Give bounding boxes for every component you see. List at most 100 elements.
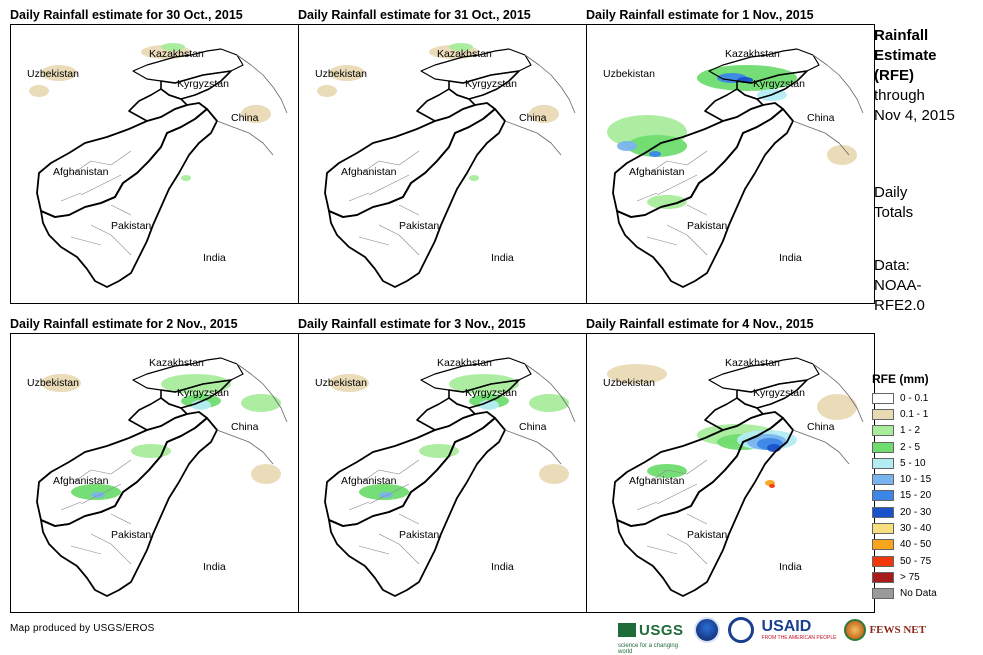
country-border: [216, 429, 274, 465]
data-line: Data:: [874, 257, 910, 274]
rainfall-area: [607, 364, 667, 384]
country-border: [36, 102, 208, 218]
country-label: Kazakhstan: [437, 48, 492, 60]
map-panel-1: Daily Rainfall estimate for 30 Oct., 201…: [10, 8, 300, 308]
rainfall-area: [161, 374, 231, 394]
rainfall-area: [817, 394, 857, 420]
country-border: [792, 120, 850, 156]
country-border: [348, 459, 420, 511]
map-svg: Kazakhstan Uzbekistan Kyrgyzstan China Afgha…: [315, 357, 576, 597]
country-label: China: [519, 112, 547, 124]
country-border: [128, 88, 188, 122]
country-border: [792, 429, 850, 465]
country-border: [636, 150, 708, 202]
country-label: India: [491, 252, 514, 264]
rainfall-area: [647, 195, 687, 209]
country-border: [704, 88, 764, 122]
legend-swatch: [872, 441, 894, 453]
legend-item: 10 - 15: [872, 471, 972, 487]
country-label: Kyrgyzstan: [177, 387, 229, 399]
usaid-logo: USAID FROM THE AMERICAN PEOPLE: [762, 619, 837, 642]
panel-title: Daily Rainfall estimate for 3 Nov., 2015: [298, 317, 526, 331]
rainfall-area: [251, 464, 281, 484]
country-label: India: [779, 252, 802, 264]
map-panel-2: Daily Rainfall estimate for 31 Oct., 201…: [298, 8, 588, 308]
side-title-line: (RFE): [874, 67, 914, 84]
country-label: India: [779, 561, 802, 573]
rainfall-area: [827, 145, 857, 165]
rainfall-area: [161, 43, 185, 51]
rainfall-area: [647, 464, 687, 478]
data-line: RFE2.0: [874, 297, 925, 314]
country-label: China: [231, 112, 259, 124]
legend-label: 0 - 0.1: [900, 392, 929, 404]
country-label: Afghanistan: [341, 475, 397, 487]
rainfall-area: [29, 85, 49, 97]
legend-label: 1 - 2: [900, 425, 921, 437]
legend-item: 0 - 0.1: [872, 390, 972, 406]
legend-swatch: [872, 490, 894, 502]
map-frame: Kazakhstan Uzbekistan Kyrgyzstan China Afgha…: [298, 24, 587, 304]
country-label: Uzbekistan: [315, 68, 367, 80]
country-border: [812, 363, 864, 423]
country-border: [616, 108, 794, 288]
rainfall-area: [449, 374, 519, 394]
side-title-line: Nov 4, 2015: [874, 107, 955, 124]
country-label: Uzbekistan: [315, 377, 367, 389]
legend-swatch: [872, 539, 894, 551]
legend-item: > 75: [872, 569, 972, 585]
legend-swatch: [872, 425, 894, 437]
legend-label: 30 - 40: [900, 523, 932, 535]
country-label: India: [491, 561, 514, 573]
map-frame: Kazakhstan Uzbekistan Kyrgyzstan China Afgha…: [586, 24, 875, 304]
country-border: [36, 411, 208, 527]
country-label: India: [203, 252, 226, 264]
rainfall-area: [539, 464, 569, 484]
country-label: Pakistan: [399, 529, 439, 541]
country-border: [504, 120, 562, 156]
country-label: Kazakhstan: [725, 48, 780, 60]
side-title-line: Estimate: [874, 47, 937, 64]
map-svg: Kazakhstan Uzbekistan Kyrgyzstan China Afgha…: [603, 48, 864, 288]
legend-item: 2 - 5: [872, 439, 972, 455]
legend-swatch: [872, 392, 894, 404]
map-svg: Kazakhstan Uzbekistan Kyrgyzstan China Afgha…: [27, 357, 288, 597]
country-label: Pakistan: [687, 220, 727, 232]
rainfall-area: [71, 484, 121, 500]
map-frame: Kazakhstan Uzbekistan Kyrgyzstan China Afgha…: [298, 333, 587, 613]
legend-item: 15 - 20: [872, 488, 972, 504]
country-border: [216, 120, 274, 156]
usgs-wave-icon: [618, 623, 636, 637]
map-frame: Kazakhstan Uzbekistan Kyrgyzstan China Afgha…: [10, 24, 299, 304]
panel-title: Daily Rainfall estimate for 4 Nov., 2015: [586, 317, 814, 331]
country-border: [524, 363, 576, 423]
usgs-logo-text: USGS: [639, 621, 684, 639]
panel-title: Daily Rainfall estimate for 1 Nov., 2015: [586, 8, 814, 22]
daily-line: Totals: [874, 204, 914, 221]
rainfall-area: [479, 400, 499, 410]
map-frame: Kazakhstan Uzbekistan Kyrgyzstan China Afgha…: [10, 333, 299, 613]
country-label: Afghanistan: [629, 166, 685, 178]
rainfall-area: [449, 43, 473, 51]
country-label: Kyrgyzstan: [753, 78, 805, 90]
legend-label: 10 - 15: [900, 474, 932, 486]
panel-title: Daily Rainfall estimate for 31 Oct., 201…: [298, 8, 531, 22]
legend-label: No Data: [900, 588, 937, 600]
panel-title: Daily Rainfall estimate for 2 Nov., 2015: [10, 317, 238, 331]
legend-label: 0.1 - 1: [900, 408, 929, 420]
rainfall-area: [191, 400, 211, 410]
country-label: Kyrgyzstan: [465, 387, 517, 399]
legend-swatch: [872, 457, 894, 469]
rainfall-area: [769, 484, 775, 488]
legend-swatch: [872, 588, 894, 600]
legend-label: 5 - 10: [900, 457, 926, 469]
country-border: [70, 513, 132, 565]
legend-item: 50 - 75: [872, 553, 972, 569]
rainfall-area: [649, 151, 661, 157]
legend-label: 40 - 50: [900, 539, 932, 551]
legend-label: 50 - 75: [900, 555, 932, 567]
rainfall-area: [359, 484, 409, 500]
country-label: India: [203, 561, 226, 573]
legend-label: 20 - 30: [900, 506, 932, 518]
legend-label: 15 - 20: [900, 490, 932, 502]
